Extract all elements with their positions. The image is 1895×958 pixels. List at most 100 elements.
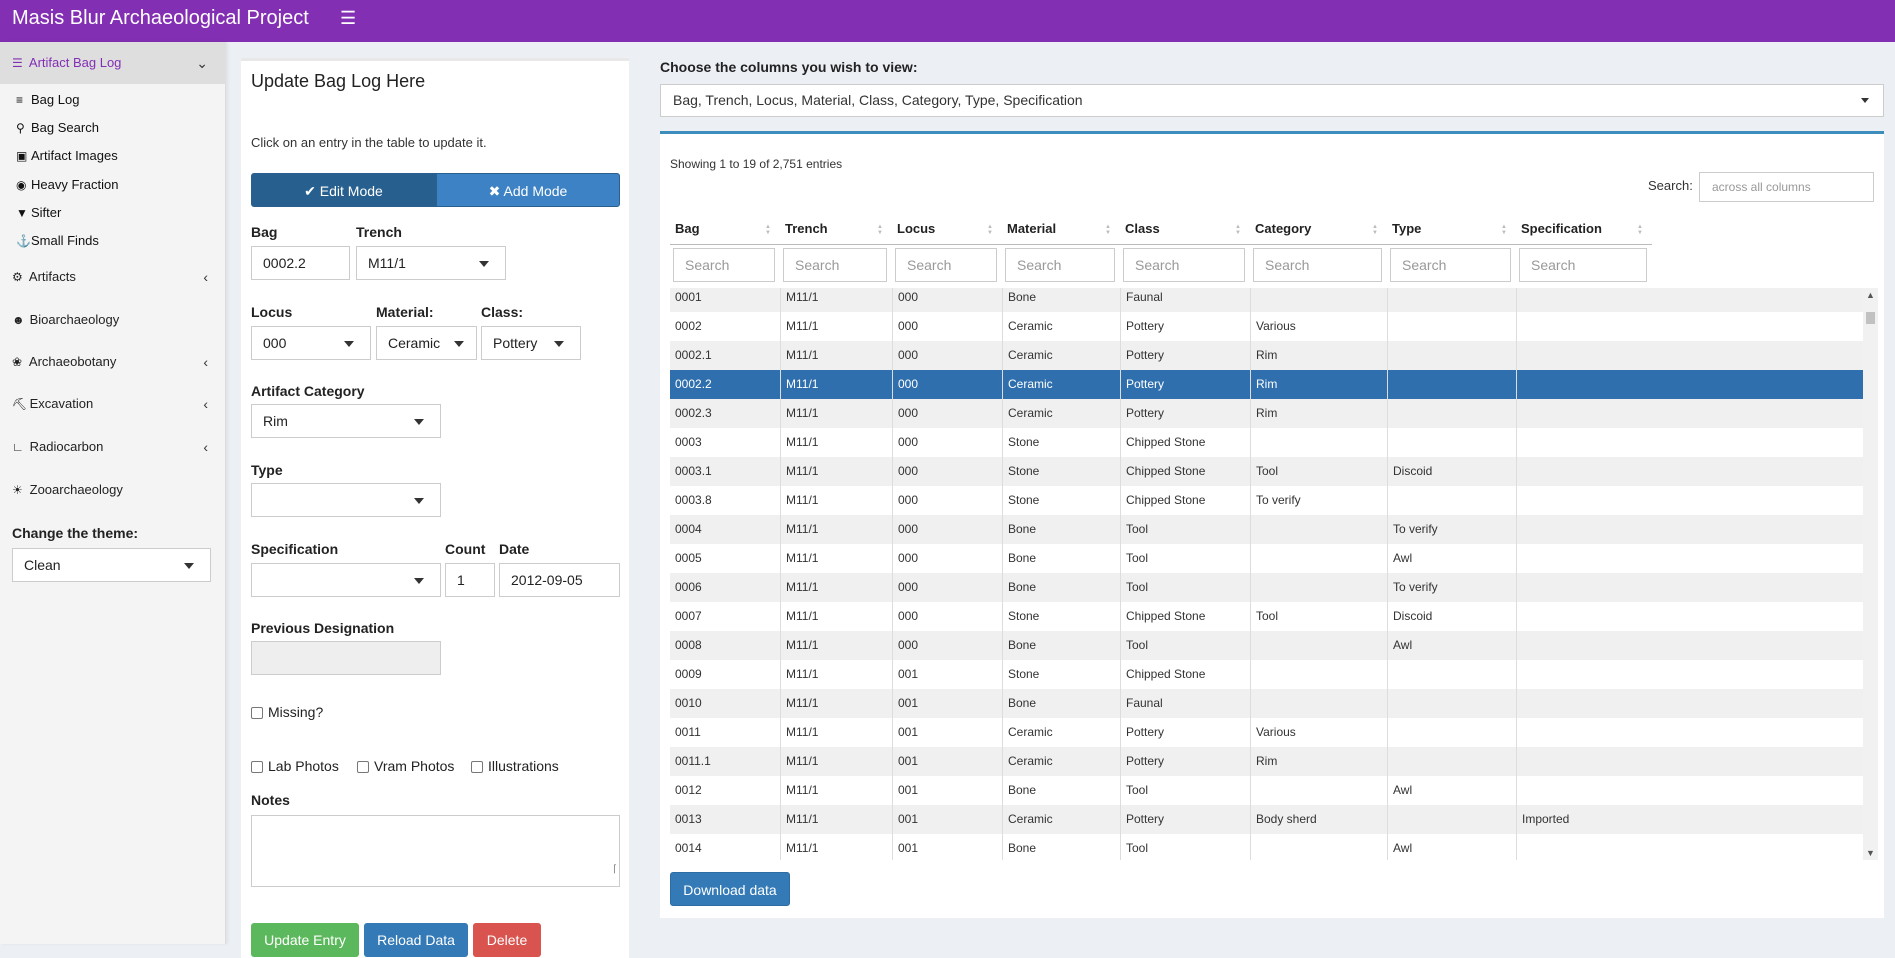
table-row[interactable]: 0004 M11/1 000 Bone Tool To verify bbox=[670, 515, 1863, 544]
specification-select[interactable] bbox=[251, 563, 441, 597]
table-cell: Awl bbox=[1387, 834, 1516, 860]
sort-icon[interactable]: ▲▼ bbox=[1235, 224, 1241, 236]
sidebar-item-artifact-bag-log[interactable]: ☰ Artifact Bag Log ⌄ bbox=[0, 42, 226, 84]
delete-button[interactable]: Delete bbox=[473, 923, 541, 957]
scroll-up-icon[interactable]: ▲ bbox=[1866, 290, 1875, 300]
sort-icon[interactable]: ▲▼ bbox=[987, 224, 993, 236]
bag-input[interactable]: 0002.2 bbox=[251, 246, 350, 280]
lab-photos-checkbox[interactable]: Lab Photos bbox=[251, 758, 339, 774]
theme-select[interactable]: Clean bbox=[12, 548, 211, 582]
edit-mode-button[interactable]: ✔ Edit Mode bbox=[251, 173, 436, 207]
column-header[interactable]: Trench ▲▼ bbox=[780, 213, 892, 245]
table-row[interactable]: 0007 M11/1 000 Stone Chipped Stone Tool Discoi… bbox=[670, 602, 1863, 631]
update-entry-button[interactable]: Update Entry bbox=[251, 923, 359, 957]
sidebar-item-bioarchaeology[interactable]: ☻ Bioarchaeology bbox=[0, 299, 226, 341]
table-row[interactable]: 0009 M11/1 001 Stone Chipped Stone bbox=[670, 660, 1863, 689]
table-row[interactable]: 0002.1 M11/1 000 Ceramic Pottery Rim bbox=[670, 341, 1863, 370]
sidebar-item-radiocarbon[interactable]: ∟ Radiocarbon ‹ bbox=[0, 426, 226, 468]
locus-select[interactable]: 000 bbox=[251, 326, 371, 360]
table-row[interactable]: 0010 M11/1 001 Bone Faunal bbox=[670, 689, 1863, 718]
table-row[interactable]: 0011.1 M11/1 001 Ceramic Pottery Rim bbox=[670, 747, 1863, 776]
column-filter-input[interactable]: Search bbox=[1253, 248, 1382, 282]
column-chooser-select[interactable]: Bag, Trench, Locus, Material, Class, Cat… bbox=[660, 84, 1884, 117]
vram-photos-checkbox[interactable]: Vram Photos bbox=[357, 758, 454, 774]
sidebar-subitem-bag-search[interactable]: ⚲ Bag Search bbox=[16, 118, 99, 138]
column-header[interactable]: Material ▲▼ bbox=[1002, 213, 1120, 245]
table-row[interactable]: 0002 M11/1 000 Ceramic Pottery Various bbox=[670, 312, 1863, 341]
column-filter-input[interactable]: Search bbox=[783, 248, 887, 282]
sort-icon[interactable]: ▲▼ bbox=[765, 224, 771, 236]
table-cell: 001 bbox=[892, 660, 1002, 689]
table-cell bbox=[1516, 288, 1652, 312]
missing-checkbox[interactable]: Missing? bbox=[251, 704, 323, 720]
notes-label: Notes bbox=[251, 792, 290, 808]
table-row[interactable]: 0003.8 M11/1 000 Stone Chipped Stone To verif… bbox=[670, 486, 1863, 515]
table-row[interactable]: 0003 M11/1 000 Stone Chipped Stone bbox=[670, 428, 1863, 457]
column-filter-input[interactable]: Search bbox=[1005, 248, 1115, 282]
sidebar-subitem-heavy-fraction[interactable]: ◉ Heavy Fraction bbox=[16, 175, 118, 195]
column-filter-input[interactable]: Search bbox=[895, 248, 997, 282]
sort-icon[interactable]: ▲▼ bbox=[1501, 224, 1507, 236]
table-cell: Stone bbox=[1002, 602, 1120, 631]
sidebar-item-artifacts[interactable]: ⚙ Artifacts ‹ bbox=[0, 256, 226, 298]
sidebar-subitem-bag-log[interactable]: ≡ Bag Log bbox=[16, 90, 79, 110]
table-row[interactable]: 0001 M11/1 000 Bone Faunal bbox=[670, 288, 1863, 312]
table-row[interactable]: 0011 M11/1 001 Ceramic Pottery Various bbox=[670, 718, 1863, 747]
column-filter-input[interactable]: Search bbox=[1390, 248, 1511, 282]
global-search-input[interactable]: across all columns bbox=[1699, 172, 1874, 202]
chart-icon: ∟ bbox=[12, 440, 24, 454]
sidebar-toggle-icon[interactable]: ☰ bbox=[340, 8, 357, 28]
illustrations-label: Illustrations bbox=[488, 758, 559, 774]
sort-icon[interactable]: ▲▼ bbox=[1372, 224, 1378, 236]
table-scrollbar[interactable]: ▲ ▼ bbox=[1863, 288, 1878, 860]
table-row[interactable]: 0005 M11/1 000 Bone Tool Awl bbox=[670, 544, 1863, 573]
table-row[interactable]: 0014 M11/1 001 Bone Tool Awl bbox=[670, 834, 1863, 860]
date-input[interactable]: 2012-09-05 bbox=[499, 563, 620, 597]
close-icon: ✖ bbox=[488, 183, 501, 199]
table-row[interactable]: 0002.2 M11/1 000 Ceramic Pottery Rim bbox=[670, 370, 1863, 399]
column-header[interactable]: Category ▲▼ bbox=[1250, 213, 1387, 245]
sidebar-subitem-artifact-images[interactable]: ▣ Artifact Images bbox=[16, 146, 118, 166]
download-data-button[interactable]: Download data bbox=[670, 872, 790, 906]
table-row[interactable]: 0012 M11/1 001 Bone Tool Awl bbox=[670, 776, 1863, 805]
column-header[interactable]: Locus ▲▼ bbox=[892, 213, 1002, 245]
column-filter-input[interactable]: Search bbox=[1519, 248, 1647, 282]
table-row[interactable]: 0013 M11/1 001 Ceramic Pottery Body sherd Impo… bbox=[670, 805, 1863, 834]
add-mode-button[interactable]: ✖ Add Mode bbox=[436, 173, 620, 207]
sort-icon[interactable]: ▲▼ bbox=[877, 224, 883, 236]
add-mode-label: Add Mode bbox=[503, 183, 568, 199]
type-select[interactable] bbox=[251, 483, 441, 517]
sidebar-item-archaeobotany[interactable]: ❀ Archaeobotany ‹ bbox=[0, 341, 226, 383]
material-select[interactable]: Ceramic bbox=[376, 326, 477, 360]
sidebar-item-zooarchaeology[interactable]: ☀ Zooarchaeology bbox=[0, 469, 226, 511]
table-row[interactable]: 0003.1 M11/1 000 Stone Chipped Stone Tool Disc… bbox=[670, 457, 1863, 486]
table-row[interactable]: 0006 M11/1 000 Bone Tool To verify bbox=[670, 573, 1863, 602]
table-row[interactable]: 0002.3 M11/1 000 Ceramic Pottery Rim bbox=[670, 399, 1863, 428]
scrollbar-thumb[interactable] bbox=[1866, 312, 1875, 324]
table-row[interactable]: 0008 M11/1 000 Bone Tool Awl bbox=[670, 631, 1863, 660]
trowel-icon: ⛏ bbox=[12, 397, 28, 411]
table-cell bbox=[1387, 486, 1516, 515]
column-filter-input[interactable]: Search bbox=[673, 248, 775, 282]
column-header[interactable]: Specification ▲▼ bbox=[1516, 213, 1652, 245]
scroll-down-icon[interactable]: ▼ bbox=[1866, 848, 1875, 858]
column-header[interactable]: Class ▲▼ bbox=[1120, 213, 1250, 245]
reload-data-button[interactable]: Reload Data bbox=[364, 923, 468, 957]
column-header[interactable]: Bag ▲▼ bbox=[670, 213, 780, 245]
sidebar-subitem-small-finds[interactable]: ⚓Small Finds bbox=[16, 231, 99, 251]
column-header[interactable]: Type ▲▼ bbox=[1387, 213, 1516, 245]
sidebar-subitem-sifter[interactable]: ▼ Sifter bbox=[16, 203, 61, 223]
sort-icon[interactable]: ▲▼ bbox=[1637, 224, 1643, 236]
find-icon: ⚓ bbox=[16, 234, 31, 248]
trench-select[interactable]: M11/1 bbox=[356, 246, 506, 280]
illustrations-checkbox[interactable]: Illustrations bbox=[471, 758, 559, 774]
sidebar-item-excavation[interactable]: ⛏ Excavation ‹ bbox=[0, 383, 226, 425]
notes-textarea[interactable]: ⌈ bbox=[251, 815, 620, 887]
material-label: Material: bbox=[376, 304, 434, 320]
sort-icon[interactable]: ▲▼ bbox=[1105, 224, 1111, 236]
column-filter-input[interactable]: Search bbox=[1123, 248, 1245, 282]
category-select[interactable]: Rim bbox=[251, 404, 441, 438]
class-select[interactable]: Pottery bbox=[481, 326, 581, 360]
count-input[interactable]: 1 bbox=[445, 563, 495, 597]
resize-handle-icon[interactable]: ⌈ bbox=[613, 864, 617, 875]
